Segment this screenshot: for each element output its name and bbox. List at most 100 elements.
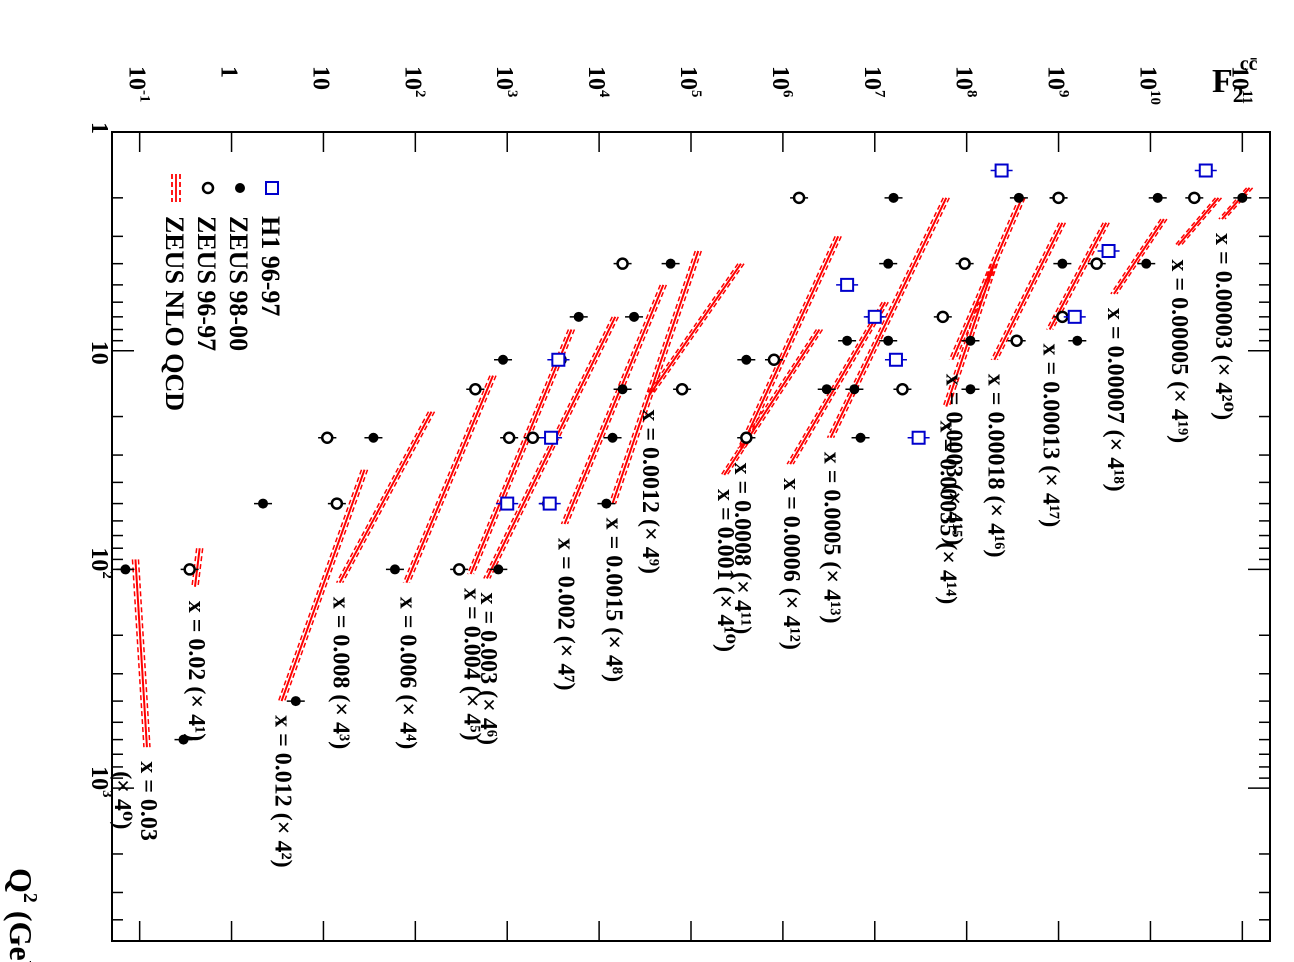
q2-tick-label: 10	[86, 341, 112, 365]
zeus98-point	[178, 734, 189, 745]
zeus96-point	[767, 353, 781, 367]
h1-point	[551, 352, 566, 367]
zeus96-point	[1188, 191, 1201, 205]
zeus98-point	[617, 384, 628, 395]
h1-point	[1067, 309, 1082, 324]
f2-tick-label: 109	[1043, 66, 1072, 97]
qcd-band-edge	[786, 301, 883, 465]
h1-point	[544, 430, 559, 445]
qcd-curve	[280, 469, 366, 702]
qcd-curve	[789, 301, 887, 465]
qcd-curve	[485, 316, 617, 579]
bin-label: x = 0.0015 (× 4⁸)	[601, 518, 627, 683]
qcd-band-edge	[614, 250, 702, 504]
qcd-band-edge	[942, 263, 993, 407]
qcd-band-edge	[466, 329, 570, 575]
q2-tick-label: 103	[86, 766, 115, 797]
qcd-curve	[1177, 197, 1220, 247]
qcd-band-edge	[483, 316, 613, 579]
zeus98-point	[1152, 192, 1163, 203]
zeus98-point	[965, 335, 976, 346]
f2-tick-label: 10	[307, 66, 333, 90]
qcd-band-edge	[489, 316, 619, 579]
zeus96-point	[958, 257, 971, 270]
bin-label: x = 0.00013 (× 4¹⁷)	[1038, 344, 1064, 528]
zeus98-point	[258, 498, 269, 509]
qcd-band-edge	[645, 263, 739, 396]
qcd-band-edge	[720, 329, 818, 476]
zeus98-point	[1237, 192, 1248, 203]
zeus98-point	[842, 335, 853, 346]
qcd-curve	[134, 559, 148, 748]
qcd-curve	[611, 250, 700, 504]
qcd-band-edge	[726, 329, 824, 476]
bin-label: x = 0.003 (× 4⁶)	[475, 592, 501, 745]
zeus98-point	[883, 258, 894, 269]
legend-label: ZEUS 96-97	[192, 216, 221, 351]
legend-zeus98-marker	[235, 183, 245, 193]
qcd-band-edge	[341, 411, 436, 584]
zeus96-point	[1090, 257, 1103, 270]
legend-label: ZEUS 98-00	[224, 216, 253, 351]
bin-label: x = 0.0003 (× 4¹⁵)	[940, 374, 966, 546]
h1-point	[994, 163, 1009, 178]
f2-tick-label: 105	[675, 66, 704, 97]
qcd-band-edge	[1174, 197, 1217, 246]
zeus98-point	[601, 498, 612, 509]
zeus96-point	[896, 382, 909, 396]
qcd-band-edge	[131, 559, 145, 748]
zeus98-point	[493, 564, 504, 575]
zeus96-point	[675, 382, 689, 396]
tick-labels: 1 10 102 103 10-1 1 10 102 103 104 105 106 107 108 109…	[3, 66, 1255, 962]
zeus98-point	[389, 564, 400, 575]
f2-tick-label: 102	[399, 66, 428, 97]
bin-label: x = 0.00007 (× 4¹⁸)	[1102, 308, 1128, 492]
legend-zeus96-marker	[201, 181, 215, 195]
qcd-band-edge	[566, 284, 668, 525]
zeus96-point	[330, 497, 344, 510]
zeus98-point	[1141, 258, 1152, 269]
bin-label: x = 0.00005 (× 4¹⁹)	[1166, 259, 1192, 443]
zeus96-point	[526, 431, 540, 444]
qcd-curve	[563, 284, 665, 525]
bin-label: x = 0.006 (× 4⁴)	[394, 597, 420, 750]
zeus98-point	[1013, 192, 1024, 203]
qcd-band-edge	[1218, 187, 1248, 220]
zeus96-point	[320, 431, 334, 444]
h1-point	[1101, 243, 1116, 258]
bin-label: x = 0.0012 (× 4⁹)	[637, 409, 663, 574]
bin-label: x = 0.004 (× 4⁵)	[459, 588, 485, 741]
bin-label: x = 0.001 (× 4¹⁰)	[712, 489, 738, 652]
qcd-band-edge	[283, 469, 369, 702]
qcd-band-edge	[1116, 218, 1168, 295]
zeus98-point	[573, 311, 584, 322]
qcd-band-edge	[743, 236, 842, 449]
qcd-band-edge	[651, 263, 745, 396]
qcd-curve	[193, 548, 201, 587]
bin-label: x = 0.002 (× 4⁷)	[552, 538, 578, 691]
qcd-band-edge	[996, 222, 1067, 361]
zeus98-point	[855, 432, 866, 443]
zeus98-point	[290, 696, 301, 707]
legend-label: H1 96-97	[256, 216, 285, 316]
qcd-curve	[945, 263, 996, 407]
f2-tick-label: 106	[767, 66, 796, 97]
zeus98-point	[498, 354, 509, 365]
y-axis-title: F2cc̄	[1212, 53, 1258, 107]
zeus96-point	[502, 431, 516, 444]
h1-point	[1198, 163, 1213, 178]
qcd-curve	[951, 197, 1023, 361]
zeus98-point	[629, 311, 640, 322]
bin-label: x = 0.02 (× 4¹)	[183, 601, 209, 742]
zeus98-point	[665, 258, 676, 269]
qcd-curve	[740, 235, 840, 449]
qcd-curves	[131, 187, 1254, 748]
qcd-band-edge	[277, 469, 363, 702]
f2-tick-label: 107	[859, 66, 888, 98]
zeus98-point	[1072, 335, 1083, 346]
zeus96-point	[616, 257, 629, 270]
h1-point	[542, 496, 557, 511]
h1-point	[840, 277, 855, 292]
